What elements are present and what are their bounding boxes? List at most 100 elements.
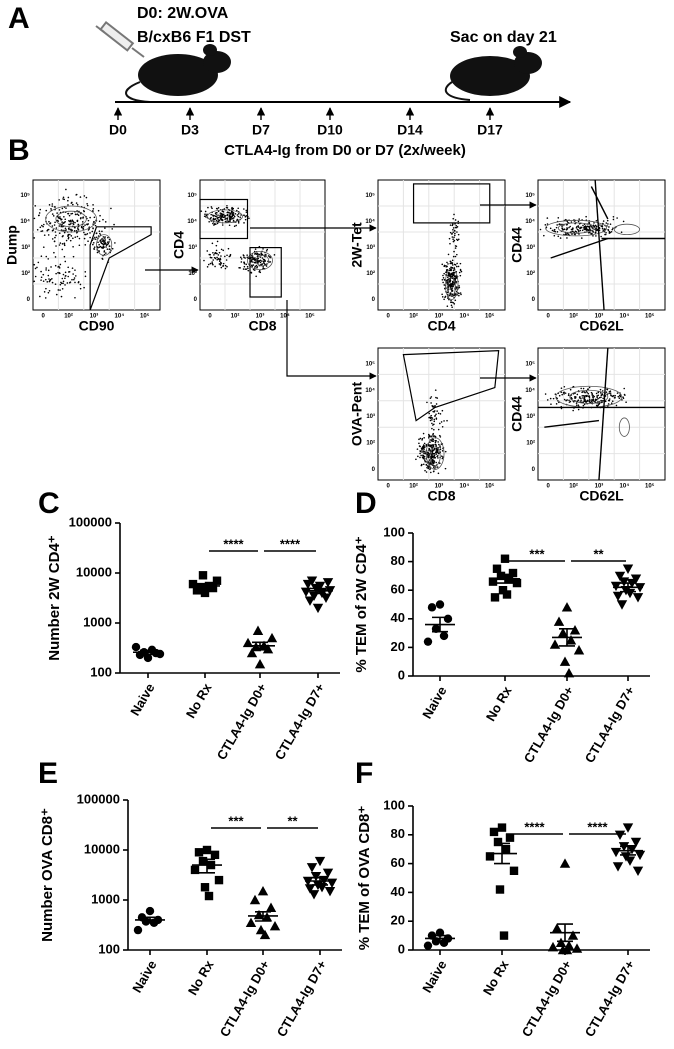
event-dot: [47, 228, 50, 231]
event-dot: [560, 391, 563, 394]
event-dot: [608, 398, 611, 400]
event-dot: [243, 222, 245, 224]
event-dot: [89, 232, 91, 234]
event-dot: [598, 396, 601, 399]
x-tick-label: No Rx: [483, 683, 515, 724]
event-dot: [205, 214, 208, 217]
event-dot: [622, 220, 625, 223]
event-dot: [453, 281, 455, 284]
event-dot: [443, 264, 446, 267]
event-dot: [84, 275, 87, 278]
event-dot: [595, 219, 598, 222]
event-dot: [97, 209, 100, 212]
flow-tick-label: 10³: [435, 313, 444, 320]
day-markers: D0 D3 D7 D10 D14 D17: [109, 107, 503, 138]
event-dot: [42, 246, 45, 248]
event-dot: [232, 219, 235, 222]
event-dot: [104, 227, 106, 229]
event-dot: [437, 457, 439, 459]
event-dot: [460, 270, 463, 273]
y-tick-label: 20: [391, 913, 405, 928]
event-dot: [424, 459, 426, 462]
event-dot: [111, 228, 114, 230]
event-dot: [449, 224, 452, 226]
event-dot: [449, 287, 452, 289]
data-point: [624, 856, 636, 866]
event-dot: [582, 224, 584, 227]
event-dot: [456, 231, 458, 233]
event-dot: [103, 242, 106, 245]
event-dot: [599, 388, 602, 391]
event-dot: [433, 420, 436, 423]
event-dot: [246, 265, 249, 268]
event-dot: [57, 216, 60, 219]
event-dot: [72, 273, 74, 275]
event-dot: [100, 238, 103, 240]
event-dot: [220, 215, 223, 218]
mouse-icon: [444, 46, 542, 101]
event-dot: [453, 236, 455, 239]
event-dot: [561, 227, 564, 230]
event-dot: [425, 445, 428, 447]
event-dot: [239, 216, 241, 219]
event-dot: [544, 224, 547, 226]
event-dot: [433, 435, 436, 437]
flow-tick-label: 10⁵: [188, 193, 198, 199]
event-dot: [104, 221, 107, 223]
event-dot: [86, 223, 89, 226]
event-dot: [440, 421, 443, 423]
event-dot: [57, 271, 59, 274]
event-dot: [34, 267, 37, 270]
event-dot: [435, 396, 437, 399]
event-dot: [101, 230, 103, 233]
mouse-icon: [125, 44, 231, 103]
event-dot: [233, 215, 236, 218]
significance-label: ****: [280, 536, 301, 551]
significance-label: **: [593, 546, 604, 561]
event-dot: [257, 254, 259, 256]
event-dot: [59, 283, 62, 286]
data-point: [489, 827, 499, 837]
x-tick-label: CTLA4-Ig D7+: [582, 683, 638, 765]
event-dot: [51, 238, 54, 240]
event-dot: [236, 214, 239, 216]
event-dot: [47, 269, 50, 272]
event-dot: [47, 291, 50, 294]
data-point: [488, 577, 498, 586]
event-dot: [94, 224, 97, 227]
event-dot: [55, 245, 57, 247]
event-dot: [114, 242, 116, 244]
event-dot: [72, 222, 74, 225]
event-dot: [553, 229, 556, 231]
flow-tick-label: 10⁵: [21, 193, 31, 199]
event-dot: [64, 277, 66, 280]
event-dot: [436, 449, 439, 452]
event-dot: [457, 265, 460, 268]
event-dot: [108, 245, 111, 247]
event-dot: [48, 289, 51, 292]
event-dot: [45, 209, 48, 212]
event-dot: [565, 399, 567, 402]
event-dot: [61, 277, 64, 280]
event-dot: [454, 277, 457, 280]
event-dot: [459, 268, 462, 271]
event-dot: [64, 260, 67, 263]
y-tick-label: 100000: [69, 514, 112, 529]
event-dot: [615, 404, 618, 407]
event-dot: [223, 216, 226, 218]
event-dot: [447, 271, 450, 274]
event-dot: [601, 393, 604, 396]
event-dot: [228, 224, 231, 227]
event-dot: [92, 208, 95, 210]
event-dot: [79, 217, 82, 220]
event-dot: [439, 413, 442, 415]
event-dot: [576, 393, 579, 396]
event-dot: [43, 234, 46, 236]
event-dot: [434, 439, 437, 442]
event-dot: [599, 392, 602, 394]
sem-bar: [140, 649, 156, 656]
plot-frame: [199, 179, 326, 311]
event-dot: [36, 266, 38, 269]
event-dot: [432, 444, 435, 446]
event-dot: [575, 402, 578, 404]
